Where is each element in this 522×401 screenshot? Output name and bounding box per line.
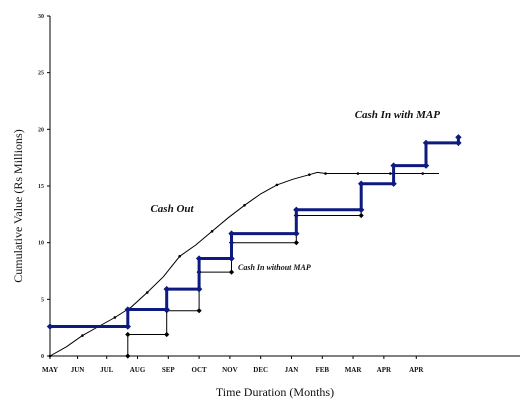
point-cash_in_with_map bbox=[422, 162, 430, 169]
y-tick-label: 5 bbox=[41, 297, 44, 303]
point-cash_in_without_map bbox=[125, 353, 131, 359]
x-tick-label: DEC bbox=[253, 366, 268, 374]
x-tick-label: OCT bbox=[192, 366, 208, 374]
x-tick-label: AUG bbox=[130, 366, 146, 374]
y-axis-title: Cumulative Value (Rs Millions) bbox=[11, 129, 25, 282]
cash-out-point bbox=[308, 173, 311, 176]
point-cash_in_without_map bbox=[228, 269, 235, 275]
x-tick-label: JUL bbox=[100, 366, 114, 374]
point-cash_in_without_map bbox=[164, 331, 170, 338]
x-axis-title: Time Duration (Months) bbox=[216, 385, 334, 399]
x-tick-label: SEP bbox=[162, 366, 176, 374]
point-cash_in_with_map bbox=[293, 230, 300, 237]
point-cash_in_with_map bbox=[390, 162, 397, 169]
x-tick-label: FEB bbox=[315, 366, 329, 374]
point-cash_in_with_map bbox=[163, 285, 170, 293]
series-line-cash_in_without_map bbox=[127, 137, 459, 356]
axes-layer bbox=[47, 15, 520, 359]
cash-out-point bbox=[145, 291, 149, 294]
annotation-cash_in_with_map: Cash In with MAP bbox=[355, 109, 441, 121]
point-cash_in_without_map bbox=[196, 308, 202, 314]
y-tick-label: 25 bbox=[38, 71, 44, 77]
cash-out-point bbox=[113, 316, 117, 319]
cash-out-point bbox=[421, 172, 425, 175]
point-cash_in_with_map bbox=[390, 180, 397, 187]
point-cash_in_with_map bbox=[455, 134, 462, 141]
cash-out-point bbox=[389, 172, 392, 175]
point-cash_in_with_map bbox=[163, 306, 170, 313]
point-cash_in_with_map bbox=[422, 139, 430, 147]
x-tick-label: NOV bbox=[222, 366, 238, 374]
x-tick-label: JAN bbox=[285, 366, 299, 374]
point-cash_in_with_map bbox=[293, 206, 300, 213]
point-cash_in_without_map bbox=[358, 212, 364, 219]
point-cash_in_with_map bbox=[195, 285, 203, 293]
x-tick-label: APR bbox=[377, 366, 392, 374]
annotation-cash_in_without_map: Cash In without MAP bbox=[238, 263, 311, 272]
point-cash_in_with_map bbox=[124, 323, 131, 330]
cash-out-point bbox=[48, 354, 52, 358]
cash-out-point bbox=[210, 230, 214, 233]
point-cash_in_with_map bbox=[455, 139, 462, 147]
y-tick-label: 10 bbox=[38, 241, 44, 247]
cash-out-point bbox=[324, 172, 327, 175]
point-cash_in_without_map bbox=[125, 331, 131, 338]
cash-out-point bbox=[243, 203, 246, 207]
y-tick-label: 30 bbox=[38, 14, 44, 20]
series-line-cash_out bbox=[49, 171, 439, 357]
point-cash_in_with_map bbox=[124, 306, 131, 313]
cash-out-point bbox=[178, 254, 181, 258]
label-layer: 0 5 10 15 20 25 30 MAY JUN JUL AUG SEP OCT NOV DEC JAN F… bbox=[11, 14, 440, 399]
point-cash_in_with_map bbox=[195, 255, 203, 262]
point-cash_in_with_map bbox=[357, 180, 365, 187]
x-tick-label: JUN bbox=[71, 366, 85, 374]
annotation-cash_out: Cash Out bbox=[150, 203, 194, 215]
y-tick-label: 0 bbox=[41, 354, 44, 360]
x-tick-label: APR bbox=[409, 366, 424, 374]
cash-out-point bbox=[356, 172, 360, 175]
series-line-cash_in_with_map bbox=[50, 137, 460, 328]
point-cash_in_with_map bbox=[46, 323, 54, 330]
point-cash_in_without_map bbox=[293, 240, 299, 246]
y-tick-label: 20 bbox=[38, 127, 44, 133]
cash-out-point bbox=[275, 183, 279, 187]
x-tick-label: MAY bbox=[42, 366, 58, 374]
point-cash_in_with_map bbox=[357, 206, 365, 213]
x-tick-label: MAR bbox=[345, 366, 363, 374]
series-layer bbox=[46, 134, 462, 359]
cash-out-point bbox=[81, 334, 84, 337]
point-cash_in_with_map bbox=[228, 230, 235, 237]
point-cash_in_with_map bbox=[228, 255, 235, 262]
y-tick-label: 15 bbox=[38, 184, 44, 190]
